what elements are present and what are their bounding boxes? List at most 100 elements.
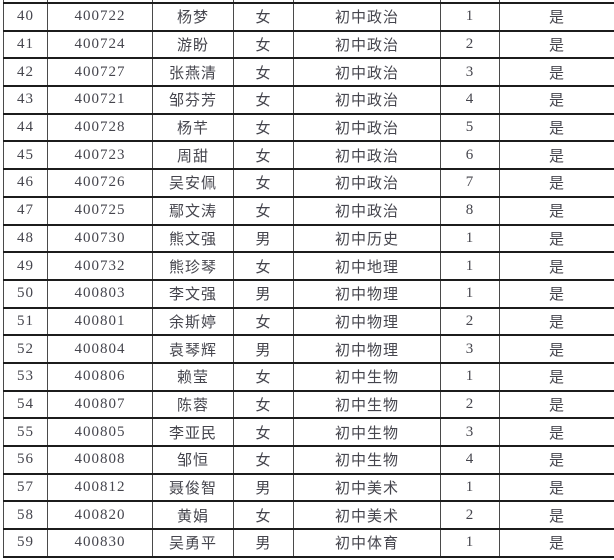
table-row: 48 400730 熊文强 男 初中历史 1 是 — [3, 223, 614, 254]
cell-gender: 女 — [233, 445, 294, 475]
cell-name: 杨梦 — [152, 2, 234, 32]
cell-subject: 初中美术 — [293, 472, 441, 503]
cell-rank: 1 — [440, 223, 500, 254]
cell-confirmed: 是 — [499, 361, 614, 392]
cell-gender: 男 — [233, 223, 294, 254]
cell-name: 聂俊智 — [152, 472, 234, 503]
cell-candidate-id: 400803 — [47, 278, 153, 309]
cell-name: 杨芊 — [152, 112, 234, 143]
cell-candidate-id: 400725 — [47, 195, 153, 226]
cell-candidate-id: 400808 — [47, 445, 153, 475]
cell-gender: 女 — [233, 361, 294, 392]
cell-candidate-id: 400723 — [47, 140, 153, 171]
cell-confirmed: 是 — [499, 472, 614, 503]
cell-candidate-id: 400812 — [47, 472, 153, 503]
cell-row-number: 58 — [3, 500, 48, 531]
cell-rank: 3 — [440, 57, 500, 88]
cell-row-number: 55 — [3, 417, 48, 447]
cell-row-number: 47 — [3, 195, 48, 226]
cell-candidate-id: 400801 — [47, 306, 153, 337]
cell-row-number: 45 — [3, 140, 48, 171]
cell-row-number: 54 — [3, 389, 48, 420]
top-edge-tick — [499, 0, 500, 3]
cell-confirmed: 是 — [499, 306, 614, 337]
top-edge-tick — [47, 0, 48, 3]
cell-candidate-id: 400830 — [47, 528, 153, 558]
cell-gender: 女 — [233, 2, 294, 32]
cell-confirmed: 是 — [499, 223, 614, 254]
cell-subject: 初中政治 — [293, 85, 441, 115]
cell-subject: 初中美术 — [293, 500, 441, 531]
cell-rank: 2 — [440, 500, 500, 531]
table-row: 41 400724 游盼 女 初中政治 2 是 — [3, 29, 614, 60]
cell-rank: 1 — [440, 361, 500, 392]
cell-gender: 女 — [233, 417, 294, 447]
cell-subject: 初中政治 — [293, 57, 441, 88]
top-edge-tick — [3, 0, 4, 3]
cell-subject: 初中政治 — [293, 112, 441, 143]
cell-rank: 2 — [440, 306, 500, 337]
cell-rank: 8 — [440, 195, 500, 226]
cell-candidate-id: 400722 — [47, 2, 153, 32]
cell-confirmed: 是 — [499, 500, 614, 531]
cell-row-number: 59 — [3, 528, 48, 558]
table-row: 55 400805 李亚民 女 初中生物 3 是 — [3, 417, 614, 447]
cell-candidate-id: 400732 — [47, 251, 153, 281]
cell-rank: 1 — [440, 528, 500, 558]
cell-subject: 初中历史 — [293, 223, 441, 254]
cell-name: 李文强 — [152, 278, 234, 309]
cell-candidate-id: 400820 — [47, 500, 153, 531]
table-row: 50 400803 李文强 男 初中物理 1 是 — [3, 278, 614, 309]
cell-gender: 女 — [233, 195, 294, 226]
table-row: 54 400807 陈蓉 女 初中生物 2 是 — [3, 389, 614, 420]
cell-rank: 3 — [440, 417, 500, 447]
cell-gender: 男 — [233, 334, 294, 364]
cell-confirmed: 是 — [499, 389, 614, 420]
cell-candidate-id: 400728 — [47, 112, 153, 143]
cell-name: 黄娟 — [152, 500, 234, 531]
cell-candidate-id: 400730 — [47, 223, 153, 254]
cell-gender: 男 — [233, 278, 294, 309]
cell-rank: 7 — [440, 168, 500, 198]
cell-subject: 初中生物 — [293, 445, 441, 475]
cell-row-number: 42 — [3, 57, 48, 88]
cell-confirmed: 是 — [499, 528, 614, 558]
cell-candidate-id: 400804 — [47, 334, 153, 364]
cell-subject: 初中物理 — [293, 306, 441, 337]
cell-subject: 初中政治 — [293, 140, 441, 171]
cell-name: 吴勇平 — [152, 528, 234, 558]
cell-row-number: 43 — [3, 85, 48, 115]
cell-rank: 1 — [440, 2, 500, 32]
table-row: 56 400808 邹恒 女 初中生物 4 是 — [3, 445, 614, 475]
cell-gender: 女 — [233, 306, 294, 337]
cell-subject: 初中体育 — [293, 528, 441, 558]
cell-candidate-id: 400724 — [47, 29, 153, 60]
cell-rank: 2 — [440, 29, 500, 60]
cell-name: 吴安佩 — [152, 168, 234, 198]
cell-gender: 女 — [233, 112, 294, 143]
cell-subject: 初中生物 — [293, 389, 441, 420]
cell-gender: 女 — [233, 389, 294, 420]
table-row: 49 400732 熊珍琴 女 初中地理 1 是 — [3, 251, 614, 281]
cell-confirmed: 是 — [499, 112, 614, 143]
cell-name: 李亚民 — [152, 417, 234, 447]
cell-confirmed: 是 — [499, 195, 614, 226]
cell-name: 张燕清 — [152, 57, 234, 88]
cell-row-number: 48 — [3, 223, 48, 254]
table-body: 40 400722 杨梦 女 初中政治 1 是 41 400724 游盼 女 初… — [3, 2, 614, 558]
cell-gender: 男 — [233, 472, 294, 503]
cell-row-number: 40 — [3, 2, 48, 32]
cell-gender: 女 — [233, 500, 294, 531]
table-row: 51 400801 余斯婷 女 初中物理 2 是 — [3, 306, 614, 337]
top-edge-tick — [293, 0, 294, 3]
table-row: 46 400726 吴安佩 女 初中政治 7 是 — [3, 168, 614, 198]
cell-name: 游盼 — [152, 29, 234, 60]
cell-confirmed: 是 — [499, 2, 614, 32]
cell-candidate-id: 400806 — [47, 361, 153, 392]
cell-candidate-id: 400727 — [47, 57, 153, 88]
cell-candidate-id: 400807 — [47, 389, 153, 420]
cell-candidate-id: 400726 — [47, 168, 153, 198]
cell-rank: 1 — [440, 472, 500, 503]
table-row: 58 400820 黄娟 女 初中美术 2 是 — [3, 500, 614, 531]
top-edge-tick — [233, 0, 234, 3]
